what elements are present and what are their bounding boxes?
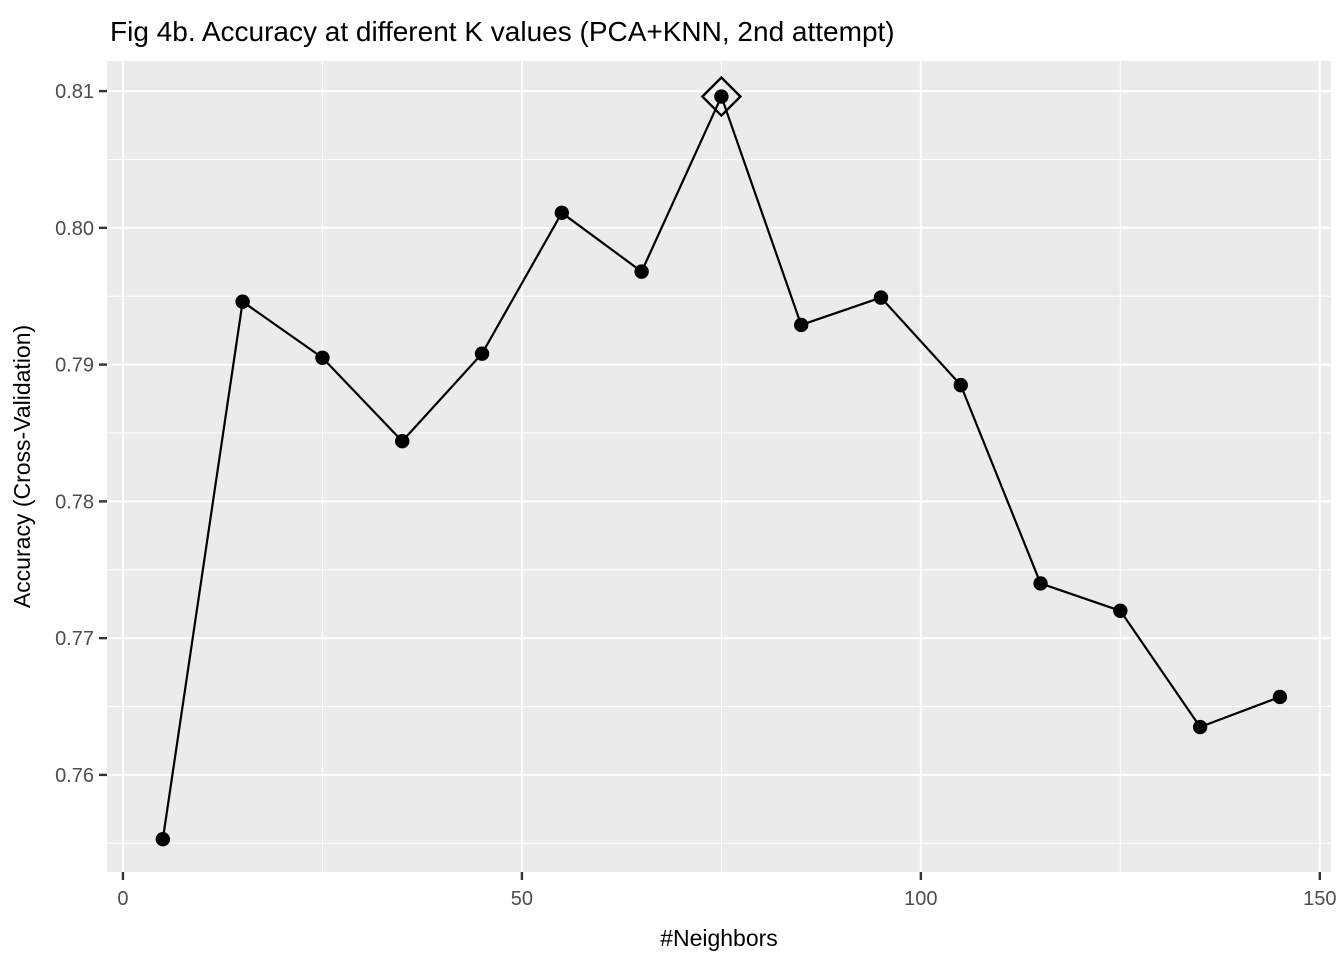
data-point — [155, 831, 171, 847]
data-point — [714, 89, 729, 104]
y-axis-tick-labels: 0.76 0.77 0.78 0.79 0.80 0.81 — [55, 81, 94, 787]
data-point — [1033, 576, 1048, 591]
data-point — [793, 317, 809, 333]
x-tick-label: 150 — [1303, 888, 1336, 910]
x-tick-label: 50 — [511, 888, 533, 910]
data-point — [1113, 603, 1128, 618]
minor-gridlines — [107, 61, 1331, 872]
y-tick-label: 0.77 — [55, 628, 94, 650]
data-point — [315, 350, 330, 365]
data-point — [474, 346, 490, 361]
x-tick-label: 0 — [117, 888, 128, 910]
series-cv-accuracy — [155, 89, 1288, 847]
chart-title: Fig 4b. Accuracy at different K values (… — [110, 16, 895, 47]
data-point — [235, 294, 250, 309]
data-point — [395, 433, 410, 449]
data-point — [634, 264, 649, 279]
open-diamond-marker — [700, 75, 743, 118]
data-point — [953, 377, 968, 393]
data-point — [873, 290, 889, 305]
x-axis-tick-labels: 0 50 100 150 — [117, 888, 1336, 910]
y-axis-title: Accuracy (Cross-Validation) — [9, 325, 35, 608]
plot-panel — [107, 61, 1331, 872]
data-point — [1272, 689, 1288, 705]
x-tick-label: 100 — [904, 888, 937, 910]
best-k-highlight-marker — [700, 75, 743, 118]
x-axis-title: #Neighbors — [660, 925, 778, 951]
data-point — [1192, 719, 1208, 735]
y-tick-label: 0.78 — [55, 491, 94, 513]
y-tick-label: 0.81 — [55, 81, 94, 103]
y-tick-label: 0.76 — [55, 765, 94, 787]
data-point — [554, 205, 570, 221]
y-tick-label: 0.80 — [55, 218, 94, 240]
axis-tick-marks — [99, 89, 1322, 880]
y-tick-label: 0.79 — [55, 355, 94, 377]
